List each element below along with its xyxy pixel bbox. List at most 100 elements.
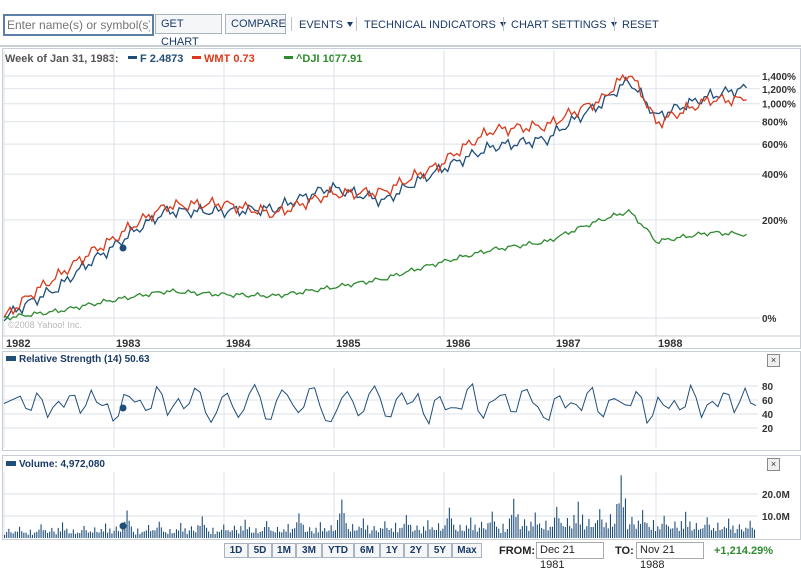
volume-bar <box>655 531 657 538</box>
volume-bar <box>399 528 401 538</box>
range-button-2y[interactable]: 2Y <box>404 543 428 558</box>
legend-item-wmt[interactable]: WMT 0.73 <box>192 53 255 65</box>
volume-bar <box>715 531 717 538</box>
range-button-ytd[interactable]: YTD <box>322 543 354 558</box>
to-date-input[interactable]: Nov 21 1988 <box>636 542 704 571</box>
volume-bar <box>128 520 130 538</box>
volume-bar <box>360 528 362 538</box>
close-volume-icon[interactable]: × <box>767 458 780 471</box>
rsi-y-tick-label: 20 <box>762 424 774 435</box>
range-button-1y[interactable]: 1Y <box>380 543 404 558</box>
range-button-1d[interactable]: 1D <box>224 543 248 558</box>
volume-bar <box>330 525 332 538</box>
rsi-line <box>3 382 757 426</box>
reset-button[interactable]: RESET <box>622 19 659 31</box>
volume-bar <box>747 528 749 538</box>
volume-bar <box>218 531 220 538</box>
volume-bar <box>182 531 184 538</box>
technical-indicators-menu-label: TECHNICAL INDICATORS <box>364 19 496 31</box>
range-button-1m[interactable]: 1M <box>272 543 296 558</box>
volume-bar <box>713 528 715 538</box>
volume-bar <box>298 513 300 538</box>
volume-bar <box>238 533 240 538</box>
volume-bar <box>165 532 167 538</box>
volume-bar <box>433 530 435 538</box>
volume-bar <box>693 529 695 538</box>
volume-bar <box>281 532 283 538</box>
volume-bar <box>206 527 208 538</box>
range-button-3m[interactable]: 3M <box>296 543 322 558</box>
chart-settings-menu[interactable]: CHART SETTINGS <box>511 19 617 31</box>
volume-bar <box>530 521 532 538</box>
watermark: ©2008 Yahoo! Inc. <box>8 320 82 330</box>
volume-bar <box>373 526 375 538</box>
volume-bar <box>453 524 455 538</box>
volume-bar <box>365 529 367 538</box>
volume-bar <box>575 523 577 538</box>
volume-bar <box>500 533 502 538</box>
volume-bar <box>34 532 36 538</box>
volume-bar <box>358 526 360 538</box>
volume-bar <box>362 518 364 538</box>
volume-bar <box>566 518 568 538</box>
volume-bar <box>551 526 553 538</box>
volume-bar <box>203 524 205 538</box>
volume-bar <box>304 532 306 538</box>
chevron-down-icon <box>499 22 506 27</box>
volume-bar <box>410 524 412 538</box>
technical-indicators-menu[interactable]: TECHNICAL INDICATORS <box>364 19 506 31</box>
volume-bar <box>382 528 384 538</box>
range-button-5d[interactable]: 5D <box>248 543 272 558</box>
volume-bar <box>476 531 478 538</box>
close-rsi-icon[interactable]: × <box>767 354 780 367</box>
legend-item-dji[interactable]: ^DJI 1077.91 <box>284 53 362 65</box>
range-button-5y[interactable]: 5Y <box>428 543 452 558</box>
chevron-down-icon <box>347 22 354 27</box>
range-button-6m[interactable]: 6M <box>354 543 380 558</box>
volume-bar <box>343 513 345 538</box>
volume-bar <box>698 529 700 538</box>
volume-title-label: Volume: 4,972,080 <box>19 459 105 470</box>
volume-bar <box>455 529 457 538</box>
volume-bar <box>388 530 390 538</box>
volume-bar <box>83 525 85 538</box>
get-chart-button[interactable]: GET CHART <box>155 14 222 48</box>
compare-button[interactable]: COMPARE <box>225 14 286 34</box>
volume-bar <box>549 526 551 538</box>
volume-bar <box>579 524 581 538</box>
from-date-input[interactable]: Dec 21 1981 <box>536 542 604 571</box>
volume-bar <box>590 527 592 538</box>
volume-bar <box>620 475 622 538</box>
volume-bar <box>21 531 23 538</box>
symbol-search-input[interactable] <box>3 14 154 36</box>
volume-bar <box>70 533 72 538</box>
series-line-wmt <box>3 73 747 318</box>
volume-bar <box>246 529 248 538</box>
volume-bar <box>233 525 235 538</box>
rsi-y-axis: 80 60 40 20 <box>762 382 774 435</box>
volume-bar <box>158 521 160 538</box>
volume-bar <box>416 525 418 538</box>
volume-bar <box>326 531 328 538</box>
volume-bar <box>25 532 27 538</box>
volume-bar <box>423 526 425 538</box>
range-button-max[interactable]: Max <box>452 543 482 558</box>
volume-bar <box>339 513 341 538</box>
volume-bar <box>736 529 738 538</box>
volume-bar <box>152 530 154 538</box>
main-x-axis: 1982 1983 1984 1985 1986 1987 1988 <box>6 338 682 350</box>
volume-bar <box>472 530 474 538</box>
events-menu[interactable]: EVENTS <box>299 19 354 31</box>
volume-bar <box>616 504 618 538</box>
volume-bar <box>704 524 706 538</box>
volume-bar <box>38 529 40 538</box>
legend-item-f[interactable]: F 2.4873 <box>128 53 183 65</box>
volume-bar <box>584 529 586 538</box>
volume-bar <box>199 526 201 538</box>
volume-bar <box>171 533 173 538</box>
volume-bar <box>618 503 620 538</box>
volume-bar <box>347 529 349 538</box>
volume-bar <box>586 526 588 538</box>
volume-bar <box>624 498 626 538</box>
